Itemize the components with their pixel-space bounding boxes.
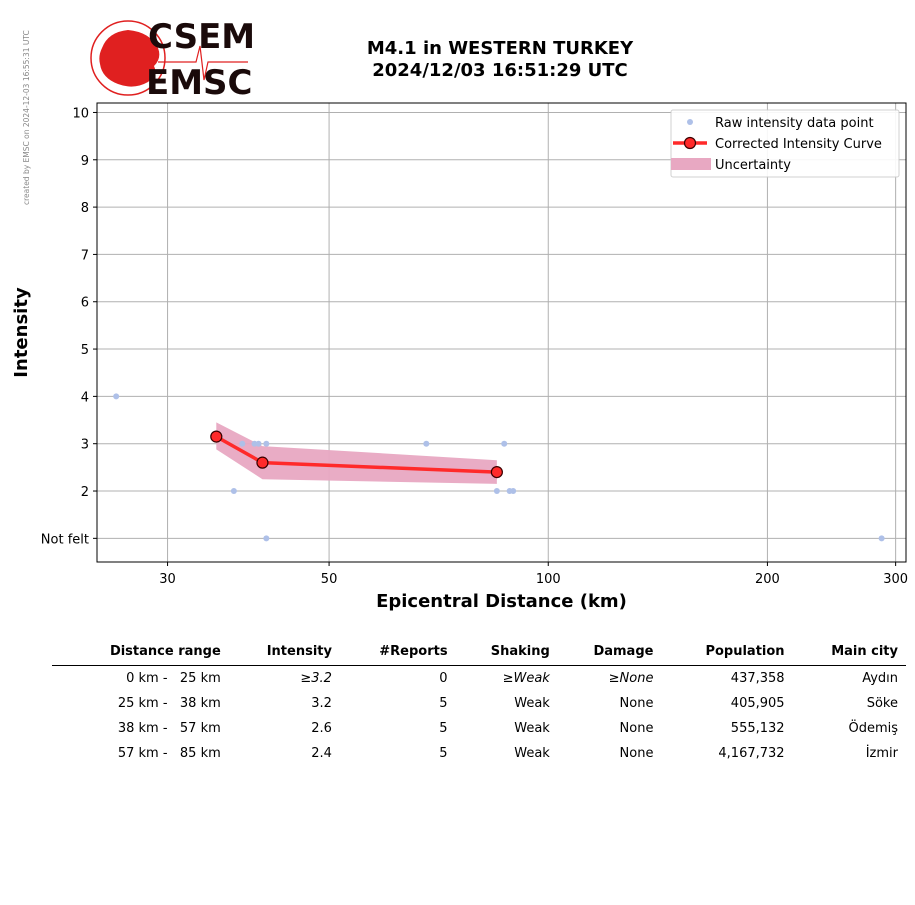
table-cell: None bbox=[619, 746, 654, 761]
x-tick-label: 300 bbox=[883, 572, 908, 587]
table-header-cell: Main city bbox=[792, 640, 906, 666]
legend-curve-label: Corrected Intensity Curve bbox=[715, 137, 882, 152]
raw-data-point bbox=[878, 535, 885, 542]
x-tick-label: 200 bbox=[755, 572, 780, 587]
intensity-chart: 30 50 100 200 300 Not felt 2 3 4 5 6 7 8 9 10 Epicentr… bbox=[11, 102, 908, 612]
table-cell: None bbox=[619, 696, 654, 711]
curve-point bbox=[256, 456, 269, 469]
curve-point bbox=[490, 465, 503, 479]
logo-top-text: CSEM bbox=[148, 18, 255, 57]
y-tick-label: 6 bbox=[81, 296, 89, 311]
x-tick-label: 30 bbox=[159, 572, 176, 587]
table-cell: 38 km - 57 km bbox=[117, 721, 221, 736]
table-cell: 0 bbox=[439, 671, 448, 686]
title-line-2: 2024/12/03 16:51:29 UTC bbox=[372, 60, 628, 81]
axis-ticks: 30 50 100 200 300 Not felt 2 3 4 5 6 7 8 9 10 bbox=[41, 106, 908, 587]
table-cell: 555,132 bbox=[730, 721, 785, 736]
table-cell: Söke bbox=[866, 696, 898, 711]
table-cell: Weak bbox=[514, 746, 550, 761]
table-cell: 25 km - 38 km bbox=[117, 696, 221, 711]
uncertainty-band bbox=[216, 422, 497, 484]
table-row: 38 km - 57 km 2.6 5 Weak None 555,132 Ödemiş bbox=[52, 716, 906, 741]
legend-raw-label: Raw intensity data point bbox=[715, 116, 874, 131]
table-body: 0 km - 25 km ≥3.2 0 ≥Weak ≥None 437,358 Aydın 2… bbox=[52, 666, 906, 767]
raw-data-point bbox=[113, 393, 120, 400]
raw-data-point bbox=[263, 440, 270, 447]
table-header-cell: Damage bbox=[557, 640, 662, 666]
legend: Raw intensity data point Corrected Intens… bbox=[670, 109, 900, 178]
table-cell: 437,358 bbox=[730, 671, 785, 686]
table-cell: Weak bbox=[514, 696, 550, 711]
x-axis-label: Epicentral Distance (km) bbox=[376, 591, 627, 612]
y-tick-label: 2 bbox=[81, 485, 89, 500]
curve-point bbox=[210, 430, 223, 443]
uncertainty-area bbox=[216, 422, 497, 484]
csem-emsc-logo: CSEM EMSC bbox=[90, 18, 255, 100]
y-tick-label: Not felt bbox=[41, 532, 89, 547]
table-cell: ≥None bbox=[608, 671, 654, 686]
table-header-row: Distance range Intensity #Reports Shaking Da… bbox=[52, 640, 906, 666]
table-cell: 3.2 bbox=[311, 696, 332, 711]
raw-data-point bbox=[255, 440, 262, 447]
table-cell: Weak bbox=[514, 721, 550, 736]
x-tick-label: 50 bbox=[321, 572, 338, 587]
y-tick-label: 7 bbox=[81, 248, 89, 263]
table-header-cell: #Reports bbox=[339, 640, 456, 666]
legend-uncertainty-label: Uncertainty bbox=[715, 158, 791, 173]
y-axis-label: Intensity bbox=[11, 287, 32, 378]
raw-data-point bbox=[501, 440, 508, 447]
y-tick-label: 3 bbox=[81, 438, 89, 453]
table-header-cell: Intensity bbox=[228, 640, 340, 666]
raw-data-point bbox=[239, 440, 246, 447]
table-cell: 5 bbox=[439, 696, 448, 711]
table-cell: 2.6 bbox=[311, 721, 332, 736]
legend-box bbox=[670, 109, 900, 178]
y-tick-label: 8 bbox=[81, 201, 89, 216]
raw-data-point bbox=[493, 488, 500, 495]
table-cell: 0 km - 25 km bbox=[126, 671, 221, 686]
table-cell: ≥3.2 bbox=[300, 671, 332, 686]
y-tick-label: 9 bbox=[81, 154, 89, 169]
table-header-cell: Distance range bbox=[52, 640, 229, 666]
table-row: 25 km - 38 km 3.2 5 Weak None 405,905 Söke bbox=[52, 691, 906, 716]
raw-data-point bbox=[423, 440, 430, 447]
table-cell: Ödemiş bbox=[848, 721, 898, 736]
table-cell: 5 bbox=[439, 721, 448, 736]
table-cell: 5 bbox=[439, 746, 448, 761]
legend-uncertainty-swatch bbox=[671, 158, 711, 170]
raw-data-point bbox=[230, 488, 237, 495]
chart-title: M4.1 in WESTERN TURKEY 2024/12/03 16:51:… bbox=[330, 38, 670, 82]
table-header-cell: Population bbox=[661, 640, 793, 666]
table-row: 0 km - 25 km ≥3.2 0 ≥Weak ≥None 437,358 Aydın bbox=[52, 666, 906, 692]
y-tick-label: 5 bbox=[81, 343, 89, 358]
legend-raw-marker bbox=[687, 119, 693, 125]
corrected-curve bbox=[210, 430, 503, 479]
plot-frame bbox=[96, 102, 907, 563]
table-cell: None bbox=[619, 721, 654, 736]
table-header-cell: Shaking bbox=[455, 640, 558, 666]
table-cell: 57 km - 85 km bbox=[117, 746, 221, 761]
table-cell: 4,167,732 bbox=[718, 746, 785, 761]
table-cell: İzmir bbox=[865, 746, 898, 761]
table-row: 57 km - 85 km 2.4 5 Weak None 4,167,732 İzmir bbox=[52, 741, 906, 766]
x-tick-label: 100 bbox=[536, 572, 561, 587]
table-cell: ≥Weak bbox=[502, 671, 550, 686]
raw-points bbox=[113, 393, 885, 542]
intensity-table: Distance range Intensity #Reports Shaking Da… bbox=[52, 640, 906, 766]
y-tick-label: 4 bbox=[81, 390, 89, 405]
legend-curve-marker bbox=[683, 136, 697, 150]
grid-lines bbox=[97, 103, 906, 562]
table-cell: Aydın bbox=[862, 671, 898, 686]
table-cell: 405,905 bbox=[730, 696, 785, 711]
logo-bottom-text: EMSC bbox=[146, 63, 253, 100]
title-line-1: M4.1 in WESTERN TURKEY bbox=[366, 38, 634, 59]
y-tick-label: 10 bbox=[72, 106, 89, 121]
table-cell: 2.4 bbox=[311, 746, 332, 761]
raw-data-point bbox=[510, 488, 517, 495]
raw-data-point bbox=[263, 535, 270, 542]
